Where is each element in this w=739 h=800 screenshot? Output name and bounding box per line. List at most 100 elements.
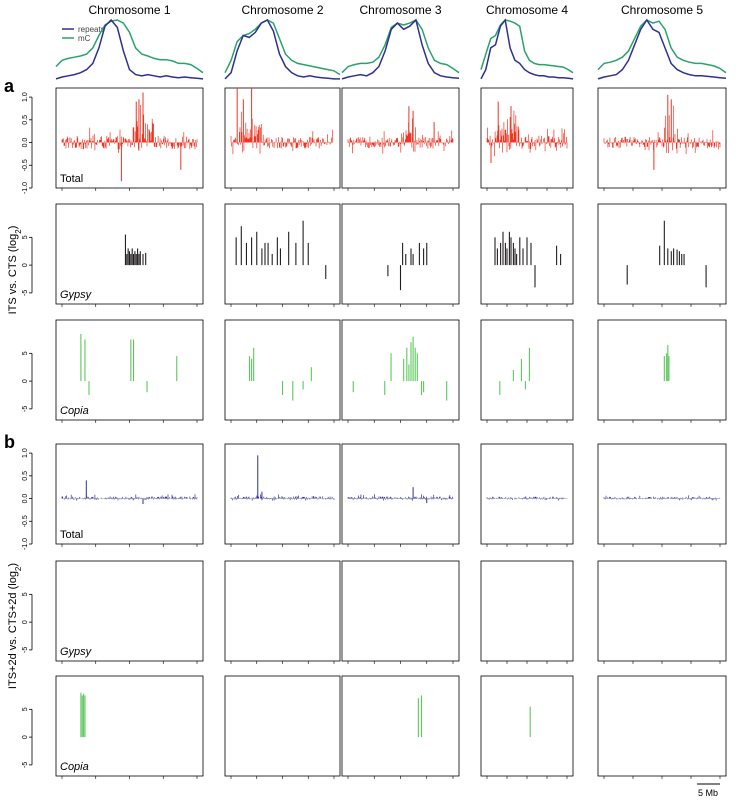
panel xyxy=(480,203,574,307)
panel-marks xyxy=(248,347,312,401)
panel-frame xyxy=(480,675,574,777)
column-title: Chromosome 2 xyxy=(241,3,323,17)
panel: Total xyxy=(55,443,204,547)
y-axis-title: ITS vs. CTS (log2) xyxy=(7,226,23,315)
y-tick-label: 0 xyxy=(22,735,29,739)
panel: Total xyxy=(55,87,204,191)
panel xyxy=(480,319,574,423)
panel-frame xyxy=(341,87,460,189)
mC-density-line xyxy=(480,19,574,74)
y-tick-label: -5 xyxy=(22,406,29,412)
panel xyxy=(224,675,341,779)
panel-marks xyxy=(499,347,530,395)
y-tick-label: 5 xyxy=(22,235,29,239)
repeats-density-line xyxy=(55,18,204,80)
panel-marks xyxy=(663,345,670,382)
panel xyxy=(480,560,574,664)
column-title: Chromosome 1 xyxy=(88,3,170,17)
panel-marks xyxy=(603,94,721,170)
total-bars xyxy=(486,110,568,157)
y-tick-label: 5 xyxy=(22,592,29,596)
panel: Copia xyxy=(55,675,204,779)
panel-marks xyxy=(347,487,454,504)
panel xyxy=(480,675,574,779)
panel-marks xyxy=(230,455,335,501)
repeats-density-line xyxy=(597,18,727,80)
total-bars xyxy=(603,495,721,501)
section-label: b xyxy=(4,432,15,452)
panel xyxy=(480,443,574,547)
section-labels: a ITS vs. CTS (log2) b ITS+2d vs. CTS+2d (l… xyxy=(4,76,23,689)
panel-frame xyxy=(341,319,460,421)
y-tick-label: -5 xyxy=(22,290,29,296)
row-label: Total xyxy=(60,173,83,185)
panel-marks xyxy=(387,242,428,291)
y-tick-label: 0.5 xyxy=(22,471,29,481)
row-label: Copia xyxy=(60,761,89,773)
panel xyxy=(597,319,727,423)
panel xyxy=(597,560,727,664)
panel-marks xyxy=(352,336,448,401)
panel-frame xyxy=(224,443,341,545)
panel-marks xyxy=(603,495,721,501)
panel xyxy=(341,675,460,779)
y-tick-label: 0.0 xyxy=(22,494,29,504)
panel: Gypsy xyxy=(55,560,204,664)
panel xyxy=(597,675,727,779)
total-bars xyxy=(347,494,454,501)
total-bars xyxy=(61,105,198,153)
y-tick-label: 5 xyxy=(22,707,29,711)
y-axis-title: ITS+2d vs. CTS+2d (log2) xyxy=(7,563,23,689)
panel-frame xyxy=(597,443,727,545)
y-tick-label: -5 xyxy=(22,762,29,768)
panel xyxy=(341,443,460,547)
panel-frame xyxy=(597,560,727,662)
panel-grid: -1.0 -0.5 0.0 0.5 1.0 Total -5 0 5 Gypsy -5 0 5 Copia… xyxy=(22,87,727,779)
panel xyxy=(224,560,341,664)
mC-density-line xyxy=(341,19,460,74)
panel-frame xyxy=(597,319,727,421)
y-tick-label: -5 xyxy=(22,647,29,653)
total-bars xyxy=(230,111,335,155)
panel-frame xyxy=(341,675,460,777)
column-title: Chromosome 4 xyxy=(486,3,568,17)
panel-marks xyxy=(347,106,454,154)
row-label: Total xyxy=(60,529,83,541)
density-tracks xyxy=(55,18,727,80)
panel: Copia xyxy=(55,319,204,423)
panel-frame xyxy=(480,443,574,545)
panel xyxy=(341,319,460,423)
panel-frame xyxy=(480,319,574,421)
panel-frame xyxy=(597,203,727,305)
panel-marks xyxy=(80,333,178,395)
panel-marks xyxy=(486,101,568,163)
mC-density-line xyxy=(597,19,727,74)
y-tick-label: 0.5 xyxy=(22,115,29,125)
y-tick-label: 0.0 xyxy=(22,138,29,148)
y-tick-label: -1.0 xyxy=(22,538,29,550)
panel xyxy=(341,203,460,307)
row-label: Gypsy xyxy=(60,646,93,658)
panel xyxy=(224,87,341,191)
panel-frame xyxy=(597,675,727,777)
total-bars xyxy=(347,118,454,154)
panel-frame xyxy=(480,560,574,662)
panel-marks xyxy=(61,92,198,182)
y-tick-label: 0 xyxy=(22,620,29,624)
repeats-density-line xyxy=(341,18,460,80)
scale-bar: 5 Mb xyxy=(697,783,720,798)
panel xyxy=(597,443,727,547)
panel-frame xyxy=(341,443,460,545)
column-title: Chromosome 3 xyxy=(359,3,441,17)
column-titles: Chromosome 1 Chromosome 2 Chromosome 3 Chro… xyxy=(88,3,703,17)
panel-marks xyxy=(626,220,707,288)
panel-marks xyxy=(417,695,423,738)
y-tick-label: -1.0 xyxy=(22,182,29,194)
total-bars xyxy=(61,494,198,501)
panel-frame xyxy=(224,203,341,305)
panel-frame xyxy=(224,675,341,777)
panel xyxy=(224,203,341,307)
y-tick-label: 0 xyxy=(22,263,29,267)
